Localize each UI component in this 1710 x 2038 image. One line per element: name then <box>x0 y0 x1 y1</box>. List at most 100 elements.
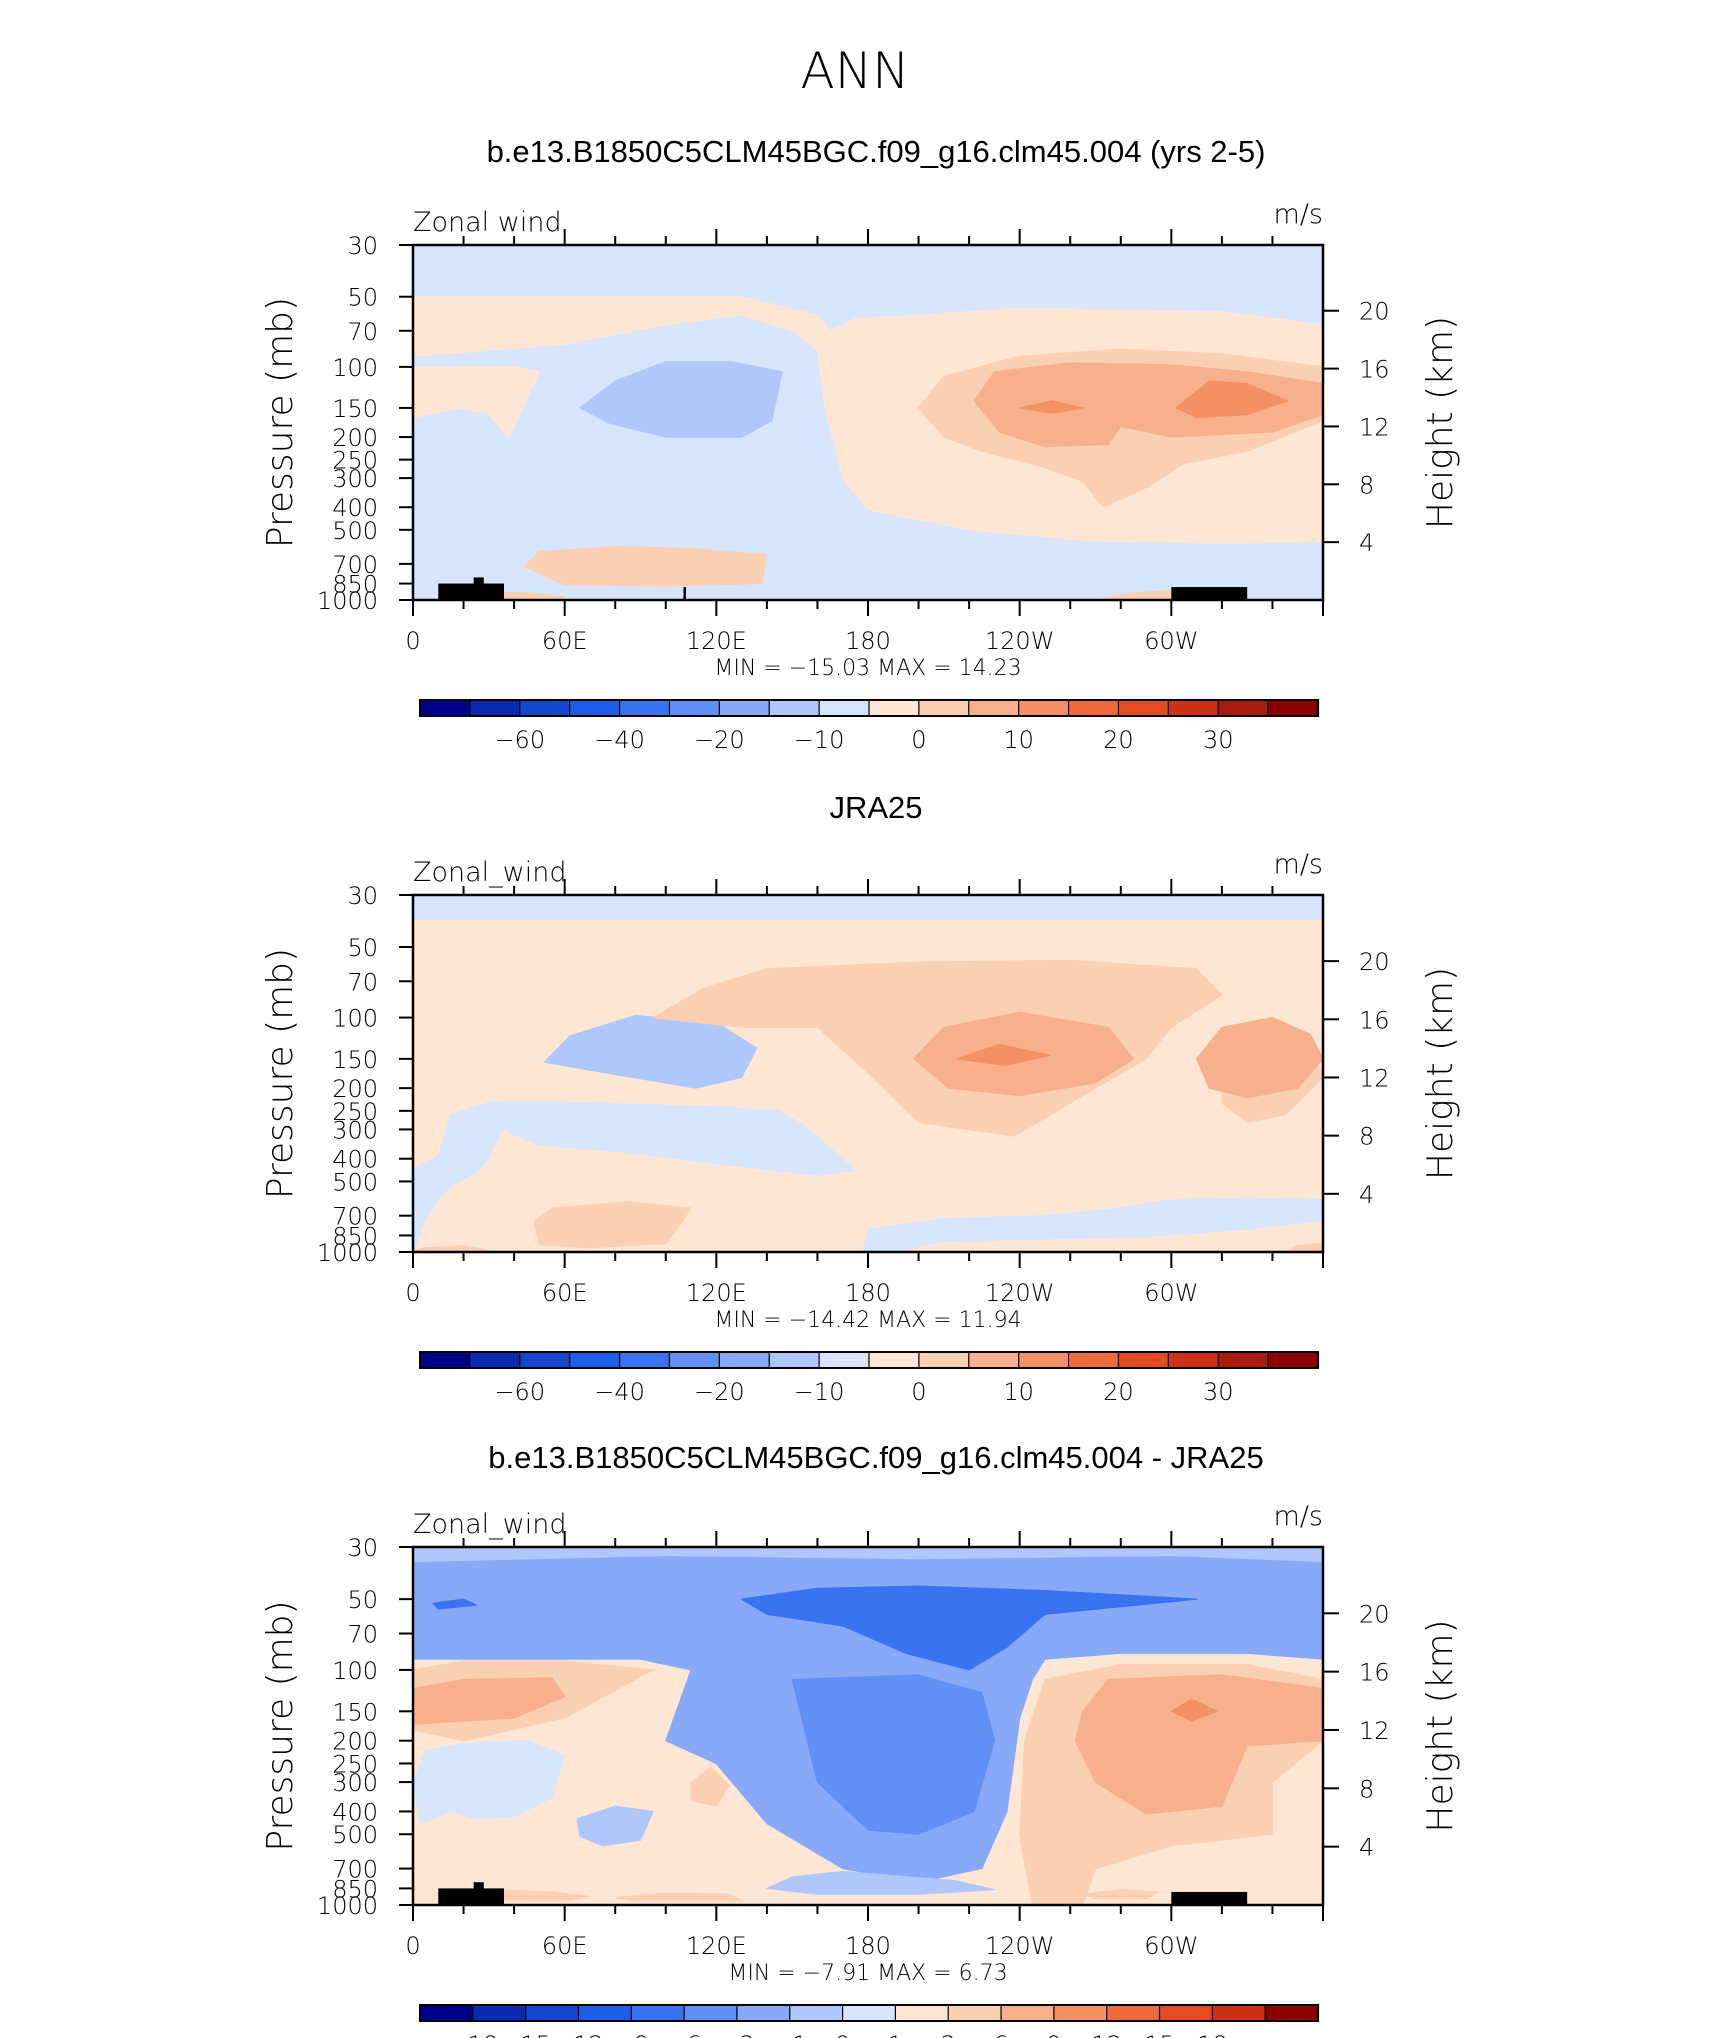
colorbar: −60 −40 −20 −10 0 10 20 30 <box>419 699 1320 754</box>
contour-fill <box>413 245 1323 600</box>
colorbar-swatch <box>618 699 671 717</box>
colorbar: −60 −40 −20 −10 0 10 20 30 <box>419 1351 1320 1406</box>
colorbar-swatch <box>894 2004 950 2022</box>
height-tick-label: 12 <box>1359 1717 1390 1745</box>
x-tick-label: 120E <box>686 627 747 655</box>
height-tick-label: 4 <box>1359 1834 1374 1862</box>
panel-1: b.e13.B1850C5CLM45BGC.f09_g16.clm45.004 … <box>260 134 1461 754</box>
colorbar-label: 1 <box>888 2031 903 2038</box>
y-tick-label: 400 <box>332 494 378 522</box>
colorbar-swatch <box>569 1351 621 1369</box>
variable-label: Zonal_wind <box>413 1509 567 1540</box>
colorbar-label: 20 <box>1103 1378 1134 1406</box>
x-tick-label: 180 <box>845 1932 891 1960</box>
y-tick-label: 100 <box>332 1005 378 1033</box>
topography <box>438 583 504 600</box>
topography <box>683 587 686 600</box>
x-tick-label: 0 <box>405 1932 420 1960</box>
x-tick-label: 180 <box>845 1279 891 1307</box>
colorbar-swatch <box>683 2004 739 2022</box>
contour-band <box>432 1598 477 1610</box>
colorbar-swatch <box>818 1351 871 1369</box>
colorbar: −18−15−12 −9 −6 −3 −1 0 1 3 6 9 12 15 18 <box>419 2004 1320 2038</box>
y-tick-label: 70 <box>347 318 378 346</box>
contour-band <box>1082 1888 1160 1900</box>
height-tick-label: 8 <box>1359 1123 1374 1151</box>
colorbar-label: −40 <box>594 726 645 754</box>
colorbar-swatch <box>1053 2004 1108 2022</box>
y-tick-label: 30 <box>347 232 378 260</box>
colorbar-swatch <box>1211 2004 1267 2022</box>
contour-band <box>523 545 768 587</box>
colorbar-swatch <box>569 699 621 717</box>
y-tick-label: 700 <box>332 1203 378 1231</box>
y-tick-label: 200 <box>332 1728 378 1756</box>
colorbar-swatch <box>1217 1351 1270 1369</box>
colorbar-swatch <box>1117 1351 1170 1369</box>
colorbar-label: −60 <box>494 1378 545 1406</box>
contour-band <box>1175 380 1289 419</box>
topography <box>1171 587 1248 600</box>
x-tick-label: 60E <box>542 1932 588 1960</box>
y-tick-label: 70 <box>347 1621 378 1649</box>
height-tick-label: 4 <box>1359 529 1374 557</box>
colorbar-swatch <box>1217 699 1270 717</box>
topography <box>473 577 484 600</box>
panel-2: JRA25 Zonal_wind m/s 0 60E 120E 180 120W 60W MIN … <box>260 790 1461 1406</box>
height-tick-label: 20 <box>1359 948 1390 976</box>
colorbar-label: −10 <box>794 1378 845 1406</box>
y-tick-label: 50 <box>347 1586 378 1614</box>
colorbar-label: 30 <box>1203 1378 1234 1406</box>
x-tick-label: 60W <box>1144 1932 1198 1960</box>
colorbar-label: 10 <box>1003 726 1034 754</box>
contour-band <box>413 1101 857 1252</box>
colorbar-swatch <box>1158 2004 1214 2022</box>
y-tick-label: 850 <box>332 1875 378 1903</box>
topography <box>1171 1891 1248 1905</box>
colorbar-label: −12 <box>553 2031 604 2038</box>
y-tick-label: 50 <box>347 934 378 962</box>
colorbar-swatch <box>630 2004 686 2022</box>
colorbar-label: −18 <box>447 2031 498 2038</box>
y-tick-label: 500 <box>332 1821 378 1849</box>
height-axis-label: Height (km) <box>1420 967 1461 1180</box>
colorbar-label: 20 <box>1103 726 1134 754</box>
colorbar-label: 30 <box>1203 726 1234 754</box>
height-tick-label: 12 <box>1359 1064 1390 1092</box>
panel-3: b.e13.B1850C5CLM45BGC.f09_g16.clm45.004 … <box>260 1440 1461 2038</box>
colorbar-label: 10 <box>1003 1378 1034 1406</box>
y-tick-label: 250 <box>332 1098 378 1126</box>
colorbar-label: −9 <box>614 2031 649 2038</box>
colorbar-swatch <box>469 1351 521 1369</box>
min-max-stats: MIN = −14.42 MAX = 11.94 <box>714 1308 1021 1333</box>
colorbar-swatch <box>868 699 920 717</box>
y-tick-label: 30 <box>347 882 378 910</box>
colorbar-swatch <box>1267 1351 1320 1369</box>
colorbar-swatch <box>818 699 871 717</box>
colorbar-swatch <box>1267 699 1320 717</box>
y-tick-label: 850 <box>332 571 378 599</box>
x-tick-label: 120W <box>985 1279 1055 1307</box>
colorbar-swatch <box>868 1351 920 1369</box>
y-axis-label: Pressure (mb) <box>260 948 301 1199</box>
y-tick-label: 700 <box>332 551 378 579</box>
units-label: m/s <box>1274 199 1323 230</box>
colorbar-swatch <box>618 1351 671 1369</box>
contour-band <box>955 1043 1051 1067</box>
colorbar-swatch <box>918 699 970 717</box>
colorbar-frame <box>419 2004 1319 2022</box>
colorbar-swatch <box>1167 699 1220 717</box>
y-tick-label: 250 <box>332 1750 378 1778</box>
contour-band <box>413 1740 566 1825</box>
variable-label: Zonal_wind <box>413 857 567 888</box>
colorbar-swatch <box>947 2004 1003 2022</box>
contour-band <box>413 1677 566 1725</box>
colorbar-label: 0 <box>835 2031 850 2038</box>
colorbar-swatch <box>519 1351 571 1369</box>
contour-band <box>1019 400 1084 414</box>
colorbar-label: 0 <box>911 1378 926 1406</box>
colorbar-label: 9 <box>1046 2031 1061 2038</box>
colorbar-swatch <box>718 699 771 717</box>
colorbar-swatch <box>419 699 471 717</box>
